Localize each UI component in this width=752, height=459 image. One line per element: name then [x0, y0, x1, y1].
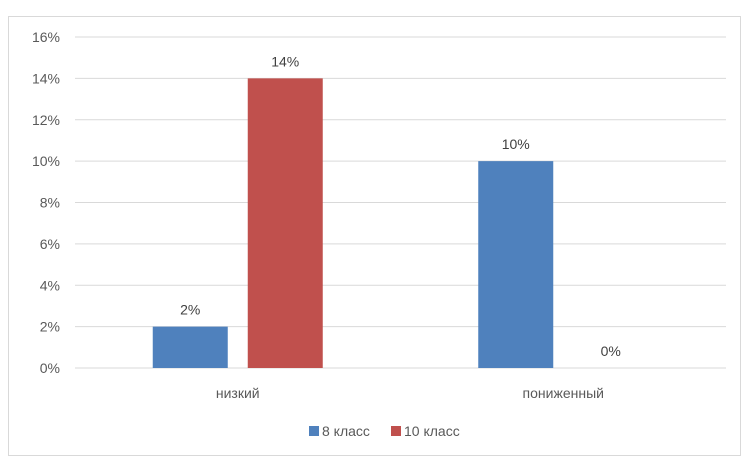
legend-swatch: [391, 426, 401, 436]
legend-label: 8 класс: [322, 423, 370, 439]
chart-frame: [8, 16, 741, 456]
y-tick-label: 4%: [40, 277, 60, 293]
data-label: 10%: [502, 136, 530, 152]
x-category-label: пониженный: [523, 385, 604, 401]
bar-series-1: [478, 161, 554, 368]
data-label: 2%: [180, 302, 200, 318]
data-label: 14%: [271, 53, 299, 69]
y-tick-label: 6%: [40, 236, 60, 252]
data-label: 0%: [601, 343, 621, 359]
legend-label: 10 класс: [404, 423, 460, 439]
bar-series-2: [247, 78, 323, 368]
y-tick-label: 16%: [32, 29, 60, 45]
legend-swatch: [309, 426, 319, 436]
y-tick-label: 12%: [32, 112, 60, 128]
y-tick-label: 0%: [40, 360, 60, 376]
bar-series-1: [152, 326, 228, 368]
x-category-label: низкий: [216, 385, 260, 401]
y-tick-label: 8%: [40, 195, 60, 211]
y-tick-label: 10%: [32, 153, 60, 169]
y-tick-label: 2%: [40, 319, 60, 335]
y-tick-label: 14%: [32, 70, 60, 86]
